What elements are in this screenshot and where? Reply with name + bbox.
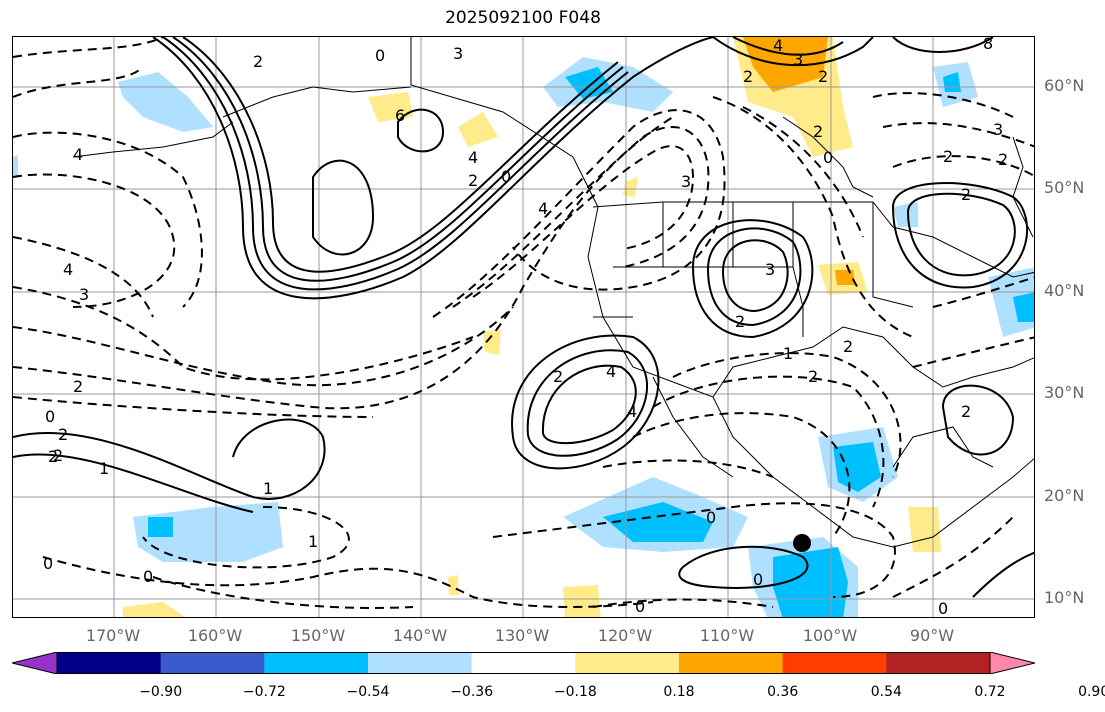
contour-label: 2 [998, 150, 1008, 169]
colorbar-segment [679, 652, 784, 674]
contour-label: 1 [783, 344, 793, 363]
contour-label: 0 [823, 148, 833, 167]
contour-label: 2 [813, 122, 823, 141]
contour-label: 0 [375, 46, 385, 65]
contour-label: 2 [808, 367, 818, 386]
colorbar-tick-label: 0.54 [870, 684, 902, 700]
colorbar [12, 652, 1035, 674]
lon-label: 150°W [290, 626, 346, 645]
colorbar-segment [57, 652, 162, 674]
contour-label: 3 [453, 44, 463, 63]
colorbar-extend-high [989, 652, 1035, 674]
contour-label: 3 [765, 260, 775, 279]
colorbar-extend-low [12, 652, 58, 674]
contour-label: 2 [553, 367, 563, 386]
contours-dashed [13, 37, 1034, 609]
contour-label: 4 [468, 148, 478, 167]
colorbar-tick-label: 0.36 [767, 684, 799, 700]
contour-label: 4 [73, 145, 83, 164]
map-panel: 2 0 3 4 3 4 3 8 4 6 2 0 4 2 4 3 2 2 2 2 … [12, 36, 1035, 618]
lat-label: 50°N [1044, 178, 1085, 197]
contour-label: 2 [253, 52, 263, 71]
colorbar-tick-label: 0.90 [1078, 684, 1105, 700]
lon-label: 100°W [802, 626, 858, 645]
contour-label: 4 [606, 362, 616, 381]
lat-label: 20°N [1044, 486, 1085, 505]
contour-label: 1 [308, 532, 318, 551]
colorbar-tick-label: −0.36 [450, 684, 494, 700]
colorbar-tick-label: −0.90 [139, 684, 183, 700]
contour-label: 1 [263, 479, 273, 498]
colorbar-segment [368, 652, 473, 674]
contours [13, 37, 1034, 598]
lon-label: 170°W [85, 626, 141, 645]
map-title: 2025092100 F048 [445, 8, 601, 28]
contour-label: 0 [45, 407, 55, 426]
storm-marker [793, 534, 811, 552]
lat-label: 40°N [1044, 281, 1085, 300]
shading-layer [13, 37, 1034, 617]
contour-label: 6 [395, 106, 405, 125]
contour-label: 3 [793, 50, 803, 69]
contour-label: 4 [627, 402, 637, 421]
contour-label: 3 [993, 120, 1003, 139]
contour-label: 0 [143, 567, 153, 586]
contour-label: 3 [79, 285, 89, 304]
contour-label: 0 [501, 167, 511, 186]
colorbar-segment [264, 652, 369, 674]
contour-label: 0 [635, 597, 645, 616]
lat-label: 60°N [1044, 76, 1085, 95]
contour-label: 0 [706, 508, 716, 527]
colorbar-segment [886, 652, 991, 674]
contour-label: 2 [73, 377, 83, 396]
lat-label: 10°N [1044, 588, 1085, 607]
graticule [13, 37, 1034, 617]
contour-label: 0 [43, 554, 53, 573]
contour-label: 2 [468, 171, 478, 190]
contour-label: 4 [63, 260, 73, 279]
colorbar-tick-label: −0.54 [346, 684, 390, 700]
contour-label: 1 [99, 459, 109, 478]
contour-label: 2 [53, 446, 63, 465]
colorbar-tick-label: −0.72 [242, 684, 286, 700]
lon-label: 140°W [392, 626, 448, 645]
contour-label: 2 [743, 67, 753, 86]
contour-label: 8 [983, 37, 993, 53]
contour-label: 3 [681, 172, 691, 191]
colorbar-tick-label: 0.18 [663, 684, 695, 700]
colorbar-tick-label: −0.18 [553, 684, 597, 700]
contour-label: 2 [58, 425, 68, 444]
colorbar-border [56, 652, 991, 674]
lon-label: 90°W [909, 626, 955, 645]
contour-label: 0 [753, 570, 763, 589]
contour-label: 0 [938, 599, 948, 618]
weather-map: 2 0 3 4 3 4 3 8 4 6 2 0 4 2 4 3 2 2 2 2 … [13, 37, 1034, 618]
colorbar-segment [471, 652, 576, 674]
coastlines [72, 37, 1034, 548]
contour-label: 2 [818, 67, 828, 86]
lon-label: 130°W [494, 626, 550, 645]
lon-label: 110°W [699, 626, 755, 645]
colorbar-segment [575, 652, 680, 674]
lat-label: 30°N [1044, 383, 1085, 402]
colorbar-tick-label: 0.72 [974, 684, 1006, 700]
contour-label: 4 [538, 199, 548, 218]
contour-label: 2 [943, 147, 953, 166]
colorbar-segments [12, 652, 1035, 674]
colorbar-segment [782, 652, 887, 674]
contour-labels: 2 0 3 4 3 4 3 8 4 6 2 0 4 2 4 3 2 2 2 2 … [43, 37, 1008, 618]
colorbar-segment [160, 652, 265, 674]
contour-label: 2 [961, 185, 971, 204]
lon-label: 120°W [597, 626, 653, 645]
contour-label: 2 [735, 312, 745, 331]
contour-label: 2 [48, 447, 58, 466]
contour-label: 4 [773, 37, 783, 55]
lon-label: 160°W [187, 626, 243, 645]
contour-label: 2 [843, 337, 853, 356]
contour-label: 2 [961, 402, 971, 421]
